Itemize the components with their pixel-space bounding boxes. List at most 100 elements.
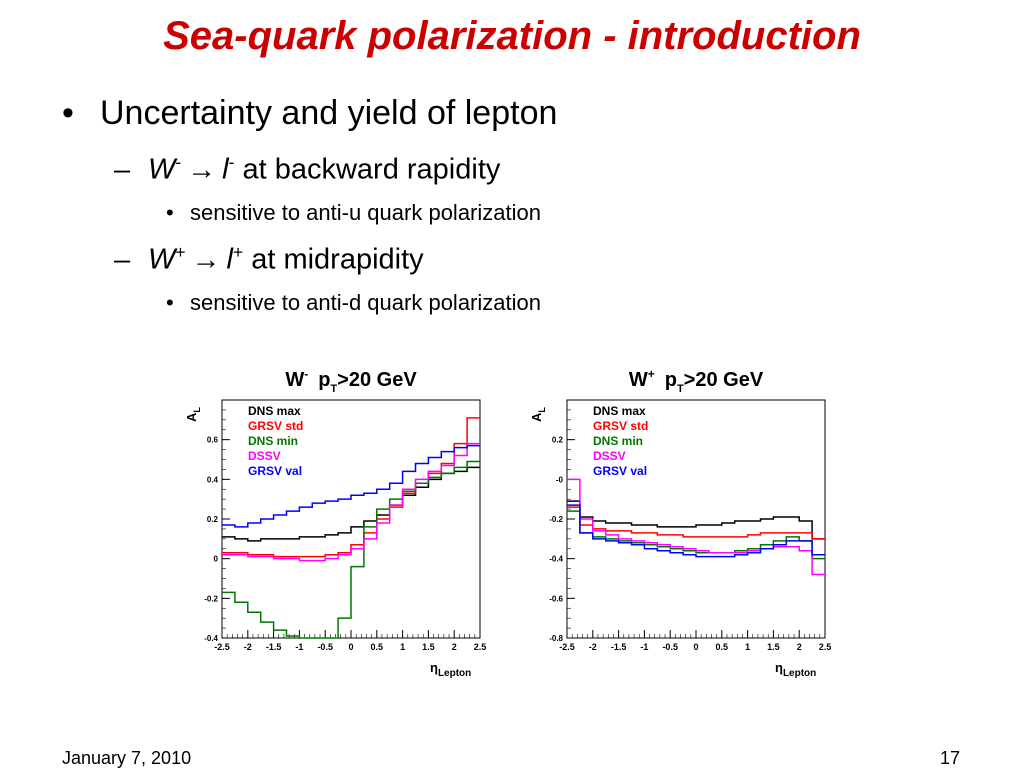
x-tick-label: 0 xyxy=(348,642,353,652)
title-charge: - xyxy=(304,367,308,381)
title-boson: W xyxy=(285,369,304,391)
footer-date: January 7, 2010 xyxy=(62,748,192,768)
w-symbol: W xyxy=(148,243,176,276)
w-symbol: W xyxy=(148,153,176,186)
y-tick-label: -0.4 xyxy=(204,634,218,643)
y-tick-label: -0.6 xyxy=(549,594,563,603)
legend-entry-dns-min: DNS min xyxy=(248,434,298,448)
x-tick-label: 0.5 xyxy=(371,642,384,652)
x-label-sub: Lepton xyxy=(783,668,816,679)
y-tick-label: -0.2 xyxy=(204,594,218,603)
y-tick-label: -0.2 xyxy=(549,515,563,524)
bullet-level2-w-minus: – W- → l- at backward rapidity xyxy=(114,152,500,187)
x-label-main: η xyxy=(430,660,438,675)
series-line-grsv-val xyxy=(222,444,480,528)
legend-entry-grsv-std: GRSV std xyxy=(248,419,303,433)
title-pt: p xyxy=(665,369,677,391)
x-tick-label: -1.5 xyxy=(266,642,282,652)
bullet-level2-w-plus: – W+ → l+ at midrapidity xyxy=(114,242,424,277)
x-tick-label: -0.5 xyxy=(662,642,678,652)
w-charge: - xyxy=(175,152,182,172)
sub2-detail: sensitive to anti-d quark polarization xyxy=(190,290,541,315)
series-line-grsv-val xyxy=(567,504,825,558)
page-title: Sea-quark polarization - introduction xyxy=(163,14,861,58)
y-label-sub: L xyxy=(192,407,202,413)
y-axis-label: AL xyxy=(184,407,202,422)
w-charge: + xyxy=(175,242,186,262)
plot-frame xyxy=(566,399,826,639)
series-line-dns-min xyxy=(567,510,825,560)
x-tick-label: 2.5 xyxy=(474,642,487,652)
chart-title: W-pT>20 GeV xyxy=(285,367,417,395)
x-axis-label: ηLepton xyxy=(775,660,816,679)
title-cut: >20 GeV xyxy=(684,369,764,391)
title-cut: >20 GeV xyxy=(337,369,417,391)
chart-w-minus: W-pT>20 GeV AL ηLepton -2.5 -2 -1.5 -1 -0.5 0 0.5… xyxy=(180,360,500,695)
legend-entry-dns-min: DNS min xyxy=(593,434,643,448)
bullet-level3-anti-u: • sensitive to anti-u quark polarization xyxy=(166,200,541,226)
y-tick-label: -0.8 xyxy=(549,634,563,643)
x-tick-label: -2.5 xyxy=(559,642,575,652)
x-label-main: η xyxy=(775,660,783,675)
y-label-main: A xyxy=(184,412,199,422)
legend-entry-grsv-val: GRSV val xyxy=(248,464,302,478)
x-axis-label: ηLepton xyxy=(430,660,471,679)
x-tick-label: -1 xyxy=(295,642,303,652)
legend-entry-dssv: DSSV xyxy=(248,449,281,463)
y-axis-label: AL xyxy=(529,407,547,422)
x-tick-label: -1 xyxy=(640,642,648,652)
chart-w-plus: W+ pT>20 GeV AL ηLepton -2.5 -2 -1.5 -1 -0.5 0 0.5… xyxy=(525,360,845,695)
x-tick-label: 1 xyxy=(400,642,405,652)
legend-entry-grsv-std: GRSV std xyxy=(593,419,648,433)
arrow-symbol: → xyxy=(191,243,221,276)
chart-title: W+ pT>20 GeV xyxy=(629,367,764,395)
x-tick-label: -2 xyxy=(589,642,597,652)
bullet-dot: • xyxy=(166,200,174,225)
title-pt-sub: T xyxy=(677,383,684,395)
series-line-dssv xyxy=(222,442,480,562)
x-tick-label: 0.5 xyxy=(716,642,729,652)
lepton-charge: + xyxy=(232,242,244,262)
legend-entry-dns-max: DNS max xyxy=(593,404,646,418)
x-tick-label: 2 xyxy=(452,642,457,652)
y-label-sub: L xyxy=(537,407,547,413)
y-label-main: A xyxy=(529,412,544,422)
y-tick-label: -0 xyxy=(556,475,564,484)
x-tick-label: 0 xyxy=(693,642,698,652)
bullet1-text: Uncertainty and yield of lepton xyxy=(100,94,558,132)
sub2-text: at midrapidity xyxy=(243,243,424,276)
legend-entry-dssv: DSSV xyxy=(593,449,626,463)
series-line-dns-max xyxy=(567,500,825,540)
bullet-level1: • Uncertainty and yield of lepton xyxy=(62,94,557,133)
y-tick-label: 0.2 xyxy=(207,515,219,524)
lepton-symbol: l xyxy=(226,243,233,276)
title-pt-sub: T xyxy=(330,383,337,395)
x-tick-label: 1.5 xyxy=(767,642,780,652)
x-tick-label: -2 xyxy=(244,642,252,652)
legend-entry-dns-max: DNS max xyxy=(248,404,301,418)
y-tick-label: -0.4 xyxy=(549,555,563,564)
legend-entry-grsv-val: GRSV val xyxy=(593,464,647,478)
x-tick-label: 2 xyxy=(797,642,802,652)
lepton-symbol: l xyxy=(222,153,229,186)
x-tick-label: 2.5 xyxy=(819,642,832,652)
bullet-dot: • xyxy=(166,290,174,315)
title-pt: p xyxy=(318,369,330,391)
sub1-detail: sensitive to anti-u quark polarization xyxy=(190,200,541,225)
series-line-grsv-std xyxy=(567,506,825,540)
x-tick-label: -2.5 xyxy=(214,642,230,652)
y-tick-label: 0 xyxy=(214,555,219,564)
x-tick-label: -0.5 xyxy=(317,642,333,652)
dash-marker: – xyxy=(114,243,131,276)
y-tick-label: 0.6 xyxy=(207,436,219,445)
x-tick-label: 1.5 xyxy=(422,642,435,652)
lepton-charge: - xyxy=(228,152,235,172)
x-tick-label: -1.5 xyxy=(611,642,627,652)
sub1-text: at backward rapidity xyxy=(234,153,501,186)
y-tick-label: 0.4 xyxy=(207,475,219,484)
title-boson: W xyxy=(629,369,648,391)
x-tick-label: 1 xyxy=(745,642,750,652)
bullet-level3-anti-d: • sensitive to anti-d quark polarization xyxy=(166,290,541,316)
